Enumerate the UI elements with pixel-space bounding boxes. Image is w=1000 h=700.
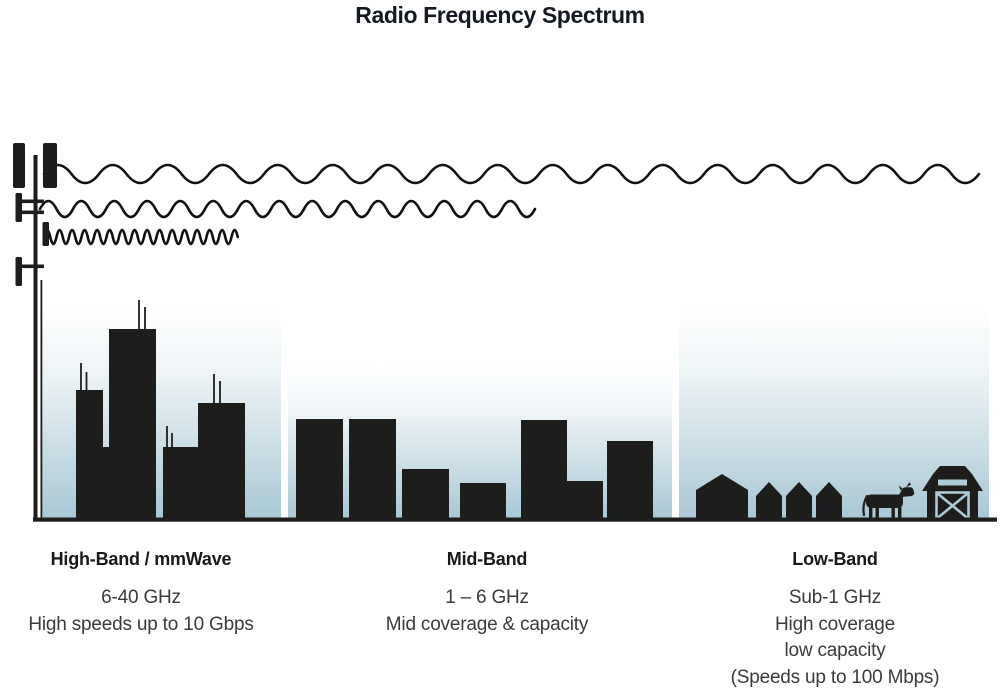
lowband-scene [696,466,983,521]
building-icon [563,481,603,521]
band-description-low: low capacity [784,640,886,661]
band-description-low: High coverage [775,613,895,635]
band-description-high: High speeds up to 10 Gbps [28,613,254,635]
band-label-mid: Mid-Band 1 – 6 GHz Mid coverage & capaci… [366,548,608,638]
building-icon [460,483,506,521]
barn-icon [922,466,983,521]
page-title: Radio Frequency Spectrum [355,2,645,28]
cow-body [866,494,903,508]
skyscraper-icon [109,329,156,521]
ground-line [33,517,997,522]
cow-horn [906,482,912,488]
antenna-stub [42,222,49,246]
band-frequency-low: Sub-1 GHz [788,587,882,608]
cell-tower-icon [13,143,57,521]
midband-skyline [296,419,653,521]
cow-head [896,487,915,502]
building-icon [607,441,653,521]
band-heading-mid: Mid-Band [446,549,528,569]
cow-icon [862,482,915,519]
skyscraper-icon [76,390,103,521]
antenna-panel [43,143,57,188]
antenna-panel-small [15,193,22,222]
band-frequency-mid: 1 – 6 GHz [445,587,529,608]
band-description-mid: Mid coverage & capacity [385,613,589,635]
cow-leg [891,505,895,519]
tower-crossarm [17,210,44,215]
cow-leg [875,505,879,519]
tower-mast [33,155,38,521]
low-frequency-wave [42,163,981,185]
antenna-panel [13,143,25,188]
building-icon [402,469,449,521]
rooftop-antennas [80,300,221,449]
band-label-low: Low-Band Sub-1 GHz High coverage low cap… [714,548,956,691]
cow-tail [862,494,869,517]
spectrum-illustration [13,143,997,522]
tower-cable [40,280,43,520]
skyscraper-icon [198,403,245,521]
band-label-high: High-Band / mmWave 6-40 GHz High speeds … [20,548,262,638]
high-frequency-wave [42,228,240,246]
band-frequency-high: 6-40 GHz [101,587,181,608]
barn-loft-slot [938,479,967,486]
cow-leg [869,505,873,519]
cow-leg [898,505,902,519]
house-icon [786,482,812,521]
antenna-panel-small [15,257,22,286]
band-heading-high: High-Band / mmWave [50,549,232,569]
house-icon [756,482,782,521]
skyscraper-icon [163,447,200,521]
band-heading-low: Low-Band [792,549,878,569]
building-icon [349,419,396,521]
mid-frequency-wave [38,199,537,219]
barn-door-cross [936,492,969,520]
house-icon [696,474,748,521]
waves-group [38,163,981,246]
building-icon [296,419,343,521]
band-description-low: (Speeds up to 100 Mbps) [730,666,940,688]
house-icon [816,482,842,521]
tower-crossarm [17,199,44,204]
tower-crossarm [17,264,44,269]
highband-skyline [76,300,245,521]
building-icon [521,420,567,521]
cow-ear [898,485,903,491]
